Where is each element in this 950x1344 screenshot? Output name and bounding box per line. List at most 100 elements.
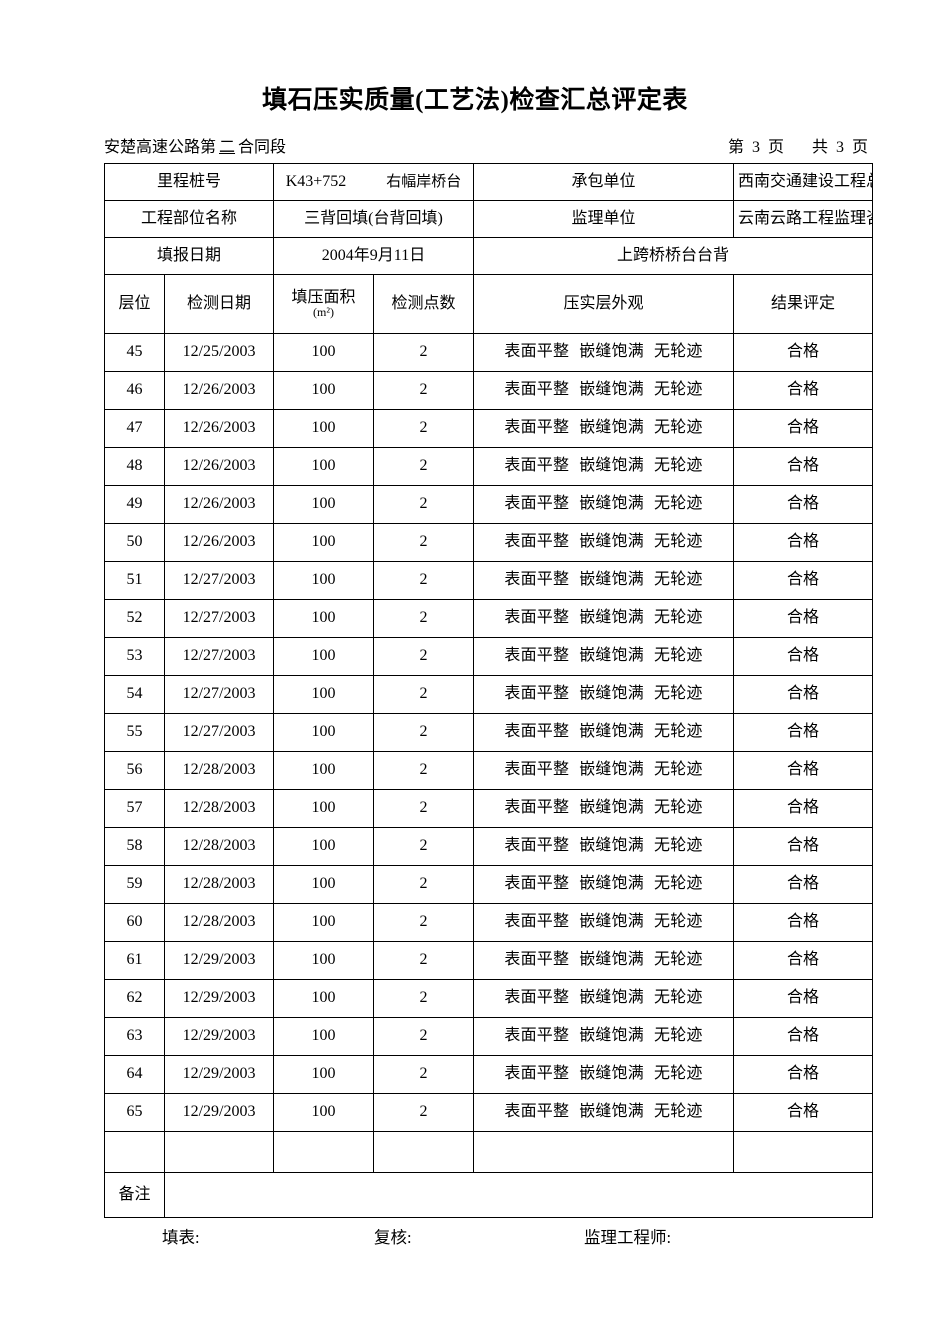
cell-area: 100 xyxy=(273,599,375,638)
table-row: 52 12/27/2003 100 2 表面平整 嵌缝饱满 无轮迹 合格 xyxy=(104,599,874,638)
cell-date: 12/26/2003 xyxy=(163,409,275,448)
appearance-item: 表面平整 xyxy=(504,799,570,817)
appearance-item: 无轮迹 xyxy=(654,457,703,475)
cell-area: 100 xyxy=(273,713,375,752)
cell-layer: 46 xyxy=(104,371,165,410)
appearance-item: 无轮迹 xyxy=(654,799,703,817)
col-header-area-text: 填压面积 xyxy=(291,288,356,306)
appearance-item: 嵌缝饱满 xyxy=(579,343,645,361)
cell-layer: 62 xyxy=(104,979,165,1018)
info-row-date: 填报日期 2004年9月11日 上跨桥桥台台背 xyxy=(103,237,874,275)
appearance-item: 嵌缝饱满 xyxy=(579,723,645,741)
station-label: 里程桩号 xyxy=(103,163,275,201)
cell-date: 12/29/2003 xyxy=(163,979,275,1018)
cell-points: 2 xyxy=(373,1055,475,1094)
cell-appearance: 表面平整 嵌缝饱满 无轮迹 xyxy=(473,1093,735,1132)
cell-result xyxy=(733,1131,874,1173)
cell-area: 100 xyxy=(273,485,375,524)
table-row: 45 12/25/2003 100 2 表面平整 嵌缝饱满 无轮迹 合格 xyxy=(104,333,874,372)
cell-area: 100 xyxy=(273,941,375,980)
cell-points: 2 xyxy=(373,675,475,714)
cell-layer: 49 xyxy=(104,485,165,524)
table-row: 46 12/26/2003 100 2 表面平整 嵌缝饱满 无轮迹 合格 xyxy=(104,371,874,410)
appearance-item: 表面平整 xyxy=(504,343,570,361)
table-column-headers: 层位 检测日期 填压面积 (m²) 检测点数 压实层外观 结果评定 xyxy=(104,274,874,334)
appearance-item: 嵌缝饱满 xyxy=(579,1027,645,1045)
cell-result: 合格 xyxy=(733,599,874,638)
cell-result: 合格 xyxy=(733,903,874,942)
appearance-item: 嵌缝饱满 xyxy=(579,685,645,703)
part-value: 三背回填(台背回填) xyxy=(273,200,475,238)
cell-appearance: 表面平整 嵌缝饱满 无轮迹 xyxy=(473,865,735,904)
table-row: 62 12/29/2003 100 2 表面平整 嵌缝饱满 无轮迹 合格 xyxy=(104,979,874,1018)
table-row: 58 12/28/2003 100 2 表面平整 嵌缝饱满 无轮迹 合格 xyxy=(104,827,874,866)
cell-appearance: 表面平整 嵌缝饱满 无轮迹 xyxy=(473,447,735,486)
appearance-item: 嵌缝饱满 xyxy=(579,495,645,513)
cell-layer: 56 xyxy=(104,751,165,790)
cell-points: 2 xyxy=(373,789,475,828)
project-name-suffix: 合同段 xyxy=(238,139,287,156)
supervising-engineer-label: 监理工程师: xyxy=(584,1228,672,1247)
appearance-item: 表面平整 xyxy=(504,989,570,1007)
appearance-item: 无轮迹 xyxy=(654,571,703,589)
col-header-area: 填压面积 (m²) xyxy=(273,274,375,334)
project-contract-line: 安楚高速公路第二合同段 xyxy=(104,133,286,157)
appearance-item: 无轮迹 xyxy=(654,685,703,703)
appearance-item: 嵌缝饱满 xyxy=(579,1065,645,1083)
appearance-item: 表面平整 xyxy=(504,723,570,741)
appearance-item: 嵌缝饱满 xyxy=(579,457,645,475)
cell-area: 100 xyxy=(273,865,375,904)
cell-layer: 45 xyxy=(104,333,165,372)
cell-appearance: 表面平整 嵌缝饱满 无轮迹 xyxy=(473,1055,735,1094)
table-row: 64 12/29/2003 100 2 表面平整 嵌缝饱满 无轮迹 合格 xyxy=(104,1055,874,1094)
appearance-item: 表面平整 xyxy=(504,837,570,855)
appearance-item: 嵌缝饱满 xyxy=(579,837,645,855)
appearance-item: 表面平整 xyxy=(504,457,570,475)
appearance-item: 嵌缝饱满 xyxy=(579,913,645,931)
cell-appearance: 表面平整 嵌缝饱满 无轮迹 xyxy=(473,333,735,372)
table-row: 47 12/26/2003 100 2 表面平整 嵌缝饱满 无轮迹 合格 xyxy=(104,409,874,448)
appearance-item: 嵌缝饱满 xyxy=(579,1103,645,1121)
cell-layer: 64 xyxy=(104,1055,165,1094)
appearance-item: 表面平整 xyxy=(504,647,570,665)
cell-area: 100 xyxy=(273,827,375,866)
col-header-points: 检测点数 xyxy=(373,274,475,334)
table-row: 48 12/26/2003 100 2 表面平整 嵌缝饱满 无轮迹 合格 xyxy=(104,447,874,486)
cell-appearance: 表面平整 嵌缝饱满 无轮迹 xyxy=(473,827,735,866)
appearance-item: 无轮迹 xyxy=(654,723,703,741)
table-row: 54 12/27/2003 100 2 表面平整 嵌缝饱满 无轮迹 合格 xyxy=(104,675,874,714)
total-pages: 共 3 页 xyxy=(811,139,870,156)
remark-label: 备注 xyxy=(104,1172,165,1218)
cell-points: 2 xyxy=(373,523,475,562)
appearance-item: 无轮迹 xyxy=(654,1103,703,1121)
cell-layer: 54 xyxy=(104,675,165,714)
cell-appearance: 表面平整 嵌缝饱满 无轮迹 xyxy=(473,713,735,752)
appearance-item: 无轮迹 xyxy=(654,951,703,969)
cell-result: 合格 xyxy=(733,789,874,828)
cell-appearance: 表面平整 嵌缝饱满 无轮迹 xyxy=(473,1017,735,1056)
appearance-item: 无轮迹 xyxy=(654,381,703,399)
remark-value[interactable] xyxy=(163,1172,874,1218)
cell-points: 2 xyxy=(373,865,475,904)
table-row: 57 12/28/2003 100 2 表面平整 嵌缝饱满 无轮迹 合格 xyxy=(104,789,874,828)
appearance-item: 无轮迹 xyxy=(654,913,703,931)
cell-appearance: 表面平整 嵌缝饱满 无轮迹 xyxy=(473,789,735,828)
current-page: 第 3 页 xyxy=(727,139,786,156)
cell-date: 12/28/2003 xyxy=(163,751,275,790)
cell-area: 100 xyxy=(273,523,375,562)
cell-area xyxy=(273,1131,375,1173)
cell-points: 2 xyxy=(373,637,475,676)
page-title: 填石压实质量(工艺法)检查汇总评定表 xyxy=(262,87,688,114)
station-value: K43+752 xyxy=(285,172,347,190)
cell-result: 合格 xyxy=(733,637,874,676)
appearance-item: 嵌缝饱满 xyxy=(579,951,645,969)
cell-result: 合格 xyxy=(733,827,874,866)
cell-layer: 65 xyxy=(104,1093,165,1132)
pagination: 第 3 页 共 3 页 xyxy=(728,133,872,157)
cell-appearance: 表面平整 嵌缝饱满 无轮迹 xyxy=(473,903,735,942)
table-row-blank xyxy=(104,1131,874,1173)
cell-result: 合格 xyxy=(733,1055,874,1094)
cell-area: 100 xyxy=(273,751,375,790)
cell-layer: 52 xyxy=(104,599,165,638)
